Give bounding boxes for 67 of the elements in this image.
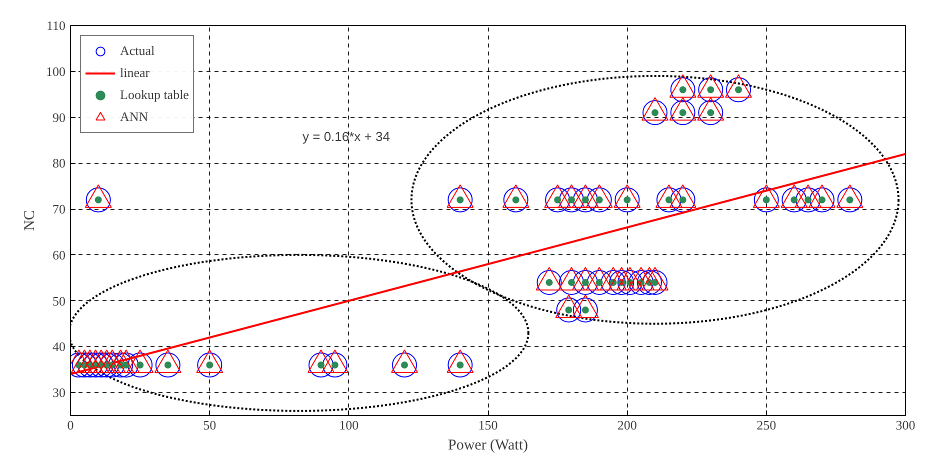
legend-label: Lookup table (120, 87, 189, 103)
point (636, 270, 662, 295)
point (559, 270, 584, 295)
x-tick-label: 150 (478, 418, 498, 432)
point (155, 352, 180, 378)
point (114, 352, 139, 378)
point (600, 270, 626, 295)
y-axis-title: NC (22, 210, 38, 231)
x-tick-label: 100 (339, 418, 359, 432)
point (698, 77, 724, 102)
point (726, 77, 751, 102)
point (837, 187, 862, 212)
point (642, 270, 668, 295)
point (617, 270, 642, 295)
point (448, 187, 473, 212)
point (536, 270, 562, 295)
point (572, 297, 598, 322)
point (609, 270, 634, 295)
point (670, 187, 696, 212)
point (197, 352, 222, 378)
point (545, 187, 570, 212)
x-tick-label: 200 (617, 418, 637, 432)
point (628, 270, 654, 295)
point (72, 352, 97, 378)
legend-label: Actual (120, 43, 155, 59)
point (448, 352, 473, 378)
y-tick-label: 70 (52, 202, 66, 217)
point (556, 297, 582, 322)
legend-label: linear (120, 65, 150, 81)
point (586, 187, 612, 212)
point (128, 352, 153, 378)
point (810, 187, 834, 212)
point (308, 352, 334, 378)
x-tick-label: 0 (67, 418, 74, 432)
point (656, 187, 682, 212)
y-tick-label: 50 (52, 293, 66, 308)
point (796, 187, 821, 212)
point (586, 270, 612, 295)
legend-label: ANN (120, 109, 148, 125)
point (754, 187, 779, 212)
y-tick-label: 90 (52, 110, 66, 125)
y-tick-label: 60 (52, 247, 66, 262)
y-tick-label: 110 (46, 18, 66, 33)
point (392, 352, 417, 378)
point (670, 77, 696, 102)
point (503, 187, 528, 212)
point (572, 187, 598, 212)
point (86, 187, 111, 212)
y-tick-label: 80 (52, 156, 66, 171)
point (100, 352, 125, 378)
point (642, 100, 668, 126)
x-tick-label: 250 (756, 418, 776, 432)
point (698, 100, 724, 126)
point (614, 187, 640, 212)
point (559, 187, 584, 212)
y-tick-label: 40 (52, 339, 66, 354)
y-tick-label: 100 (46, 64, 66, 79)
x-tick-label: 50 (203, 418, 216, 432)
annotation: y = 0.16*x + 34 (302, 129, 390, 144)
x-tick-label: 300 (896, 418, 916, 432)
x-axis-title: Power (Watt) (448, 438, 528, 454)
point (108, 352, 134, 378)
point (782, 187, 807, 212)
point (322, 352, 348, 378)
y-tick-label: 30 (52, 385, 66, 400)
point (572, 270, 598, 295)
point (670, 100, 696, 126)
